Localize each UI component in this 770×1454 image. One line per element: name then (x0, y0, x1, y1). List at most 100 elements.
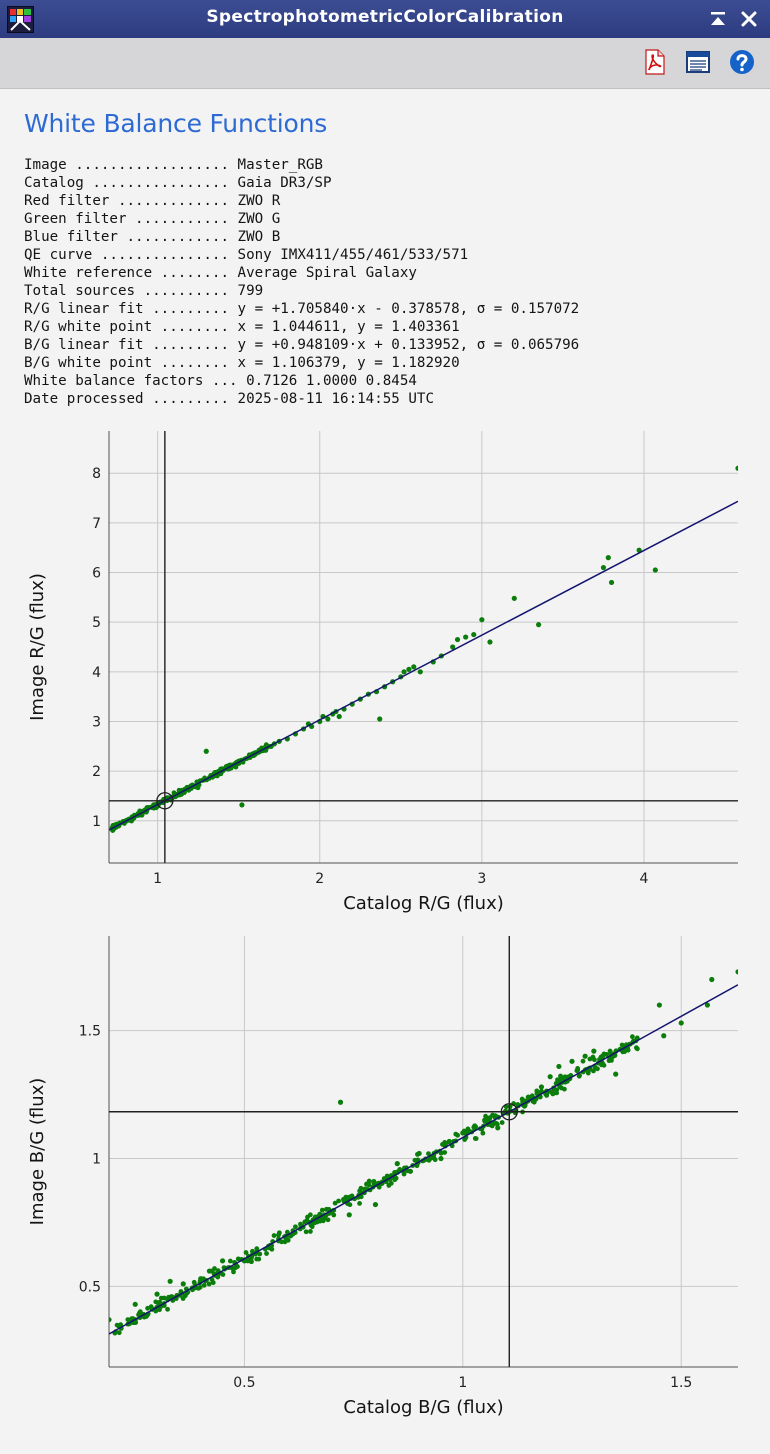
data-point (394, 1161, 400, 1167)
summary-label: White balance factors ... (24, 373, 238, 389)
white-point-marker (500, 1103, 518, 1121)
data-point (450, 644, 456, 650)
data-point (556, 1063, 562, 1070)
data-point (634, 1046, 640, 1052)
y-tick-label: 3 (92, 714, 101, 730)
data-point (576, 1073, 582, 1079)
data-point (460, 1130, 466, 1136)
report-content: White Balance Functions Image ..........… (0, 89, 770, 1454)
data-point (154, 1291, 160, 1297)
data-point (438, 1155, 444, 1162)
data-point (600, 564, 607, 571)
data-point (336, 1198, 342, 1204)
data-point (652, 567, 658, 573)
x-tick-label: 3 (477, 871, 486, 887)
data-point (180, 1281, 186, 1287)
summary-row: Blue filter ............ ZWO B (24, 228, 579, 246)
y-tick-label: 1 (92, 814, 101, 830)
summary-row: Date processed ......... 2025-08-11 16:1… (24, 390, 579, 408)
data-point (529, 1093, 535, 1099)
y-tick-label: 0.5 (79, 1279, 101, 1295)
y-tick-label: 4 (92, 665, 101, 681)
data-point (227, 1258, 233, 1264)
data-point (590, 1054, 596, 1060)
title-bar[interactable]: SpectrophotometricColorCalibration (0, 0, 770, 38)
summary-value: x = 1.106379, y = 1.182920 (237, 355, 460, 371)
x-tick-label: 2 (315, 871, 324, 887)
summary-row: Catalog ................ Gaia DR3/SP (24, 174, 579, 192)
summary-row: R/G linear fit ......... y = +1.705840·x… (24, 300, 579, 318)
data-point (319, 1207, 325, 1213)
data-point (454, 636, 461, 643)
data-point (235, 1256, 241, 1262)
data-point (608, 579, 615, 586)
data-point (446, 1138, 452, 1144)
data-point (499, 1120, 505, 1125)
summary-label: Catalog ................ (24, 175, 229, 191)
data-point (276, 1230, 282, 1236)
summary-row: White reference ........ Average Spiral … (24, 264, 579, 282)
data-point (364, 1181, 370, 1187)
summary-label: White reference ........ (24, 265, 229, 281)
x-axis-title: Catalog B/G (flux) (343, 1397, 503, 1418)
summary-row: Total sources .......... 799 (24, 282, 579, 300)
data-point (613, 1071, 619, 1077)
data-point (599, 1062, 604, 1068)
summary-label: Total sources .......... (24, 283, 229, 299)
x-axis-title: Catalog R/G (flux) (343, 893, 504, 914)
summary-value: Sony IMX411/455/461/533/571 (237, 247, 469, 263)
close-icon[interactable] (738, 8, 760, 30)
data-point (480, 1130, 486, 1136)
x-tick-label: 1.5 (670, 1375, 692, 1391)
summary-value: 2025-08-11 16:14:55 UTC (237, 391, 435, 407)
data-point (347, 1202, 353, 1208)
data-point (157, 1299, 163, 1305)
data-point (489, 1123, 495, 1129)
summary-row: White balance factors ... 0.7126 1.0000 … (24, 372, 579, 390)
data-point (442, 1140, 448, 1145)
summary-value: y = +0.948109·x + 0.133952, σ = 0.065796 (237, 337, 580, 353)
data-point (511, 595, 517, 601)
summary-value: Average Spiral Galaxy (237, 265, 417, 281)
data-point (308, 1229, 313, 1234)
data-point (536, 622, 542, 628)
y-tick-label: 1 (92, 1152, 101, 1168)
summary-value: ZWO G (237, 211, 281, 227)
summary-row: R/G white point ........ x = 1.044611, y… (24, 318, 579, 336)
data-point (591, 1048, 597, 1054)
summary-value: ZWO B (237, 229, 281, 245)
summary-row: B/G white point ........ x = 1.106379, y… (24, 354, 579, 372)
summary-value: ZWO R (237, 193, 281, 209)
data-point (492, 1113, 498, 1119)
data-point (463, 634, 469, 640)
data-point (372, 1201, 379, 1208)
data-point (487, 639, 493, 645)
data-point (337, 1099, 344, 1105)
data-point (393, 1175, 399, 1181)
data-point (239, 802, 245, 808)
y-axis-title: Image R/G (flux) (27, 573, 48, 721)
shade-window-icon[interactable] (707, 8, 729, 30)
data-point (656, 1002, 662, 1008)
rg-scatter-chart: 1 2 3 4 1 2 3 4 5 6 7 8 Catalog R/G (flux) Image R/G … (27, 431, 738, 914)
data-point (483, 1113, 488, 1119)
data-point (314, 1219, 320, 1225)
data-point (442, 1150, 448, 1155)
x-tick-label: 0.5 (233, 1375, 255, 1391)
window-title: SpectrophotometricColorCalibration (206, 7, 564, 27)
data-point (231, 1269, 236, 1275)
console-view-icon[interactable] (684, 48, 712, 76)
data-point (432, 1157, 438, 1163)
pdf-export-icon[interactable] (640, 48, 668, 76)
y-tick-label: 7 (92, 516, 101, 532)
data-point (386, 1183, 392, 1188)
data-point (201, 1282, 207, 1288)
data-point (629, 1034, 635, 1040)
data-point (709, 976, 715, 983)
data-point (554, 1087, 560, 1093)
data-point (346, 1212, 352, 1218)
data-point (341, 1196, 346, 1202)
help-icon[interactable] (728, 48, 756, 76)
data-point (544, 1092, 550, 1098)
data-point (148, 1304, 154, 1310)
